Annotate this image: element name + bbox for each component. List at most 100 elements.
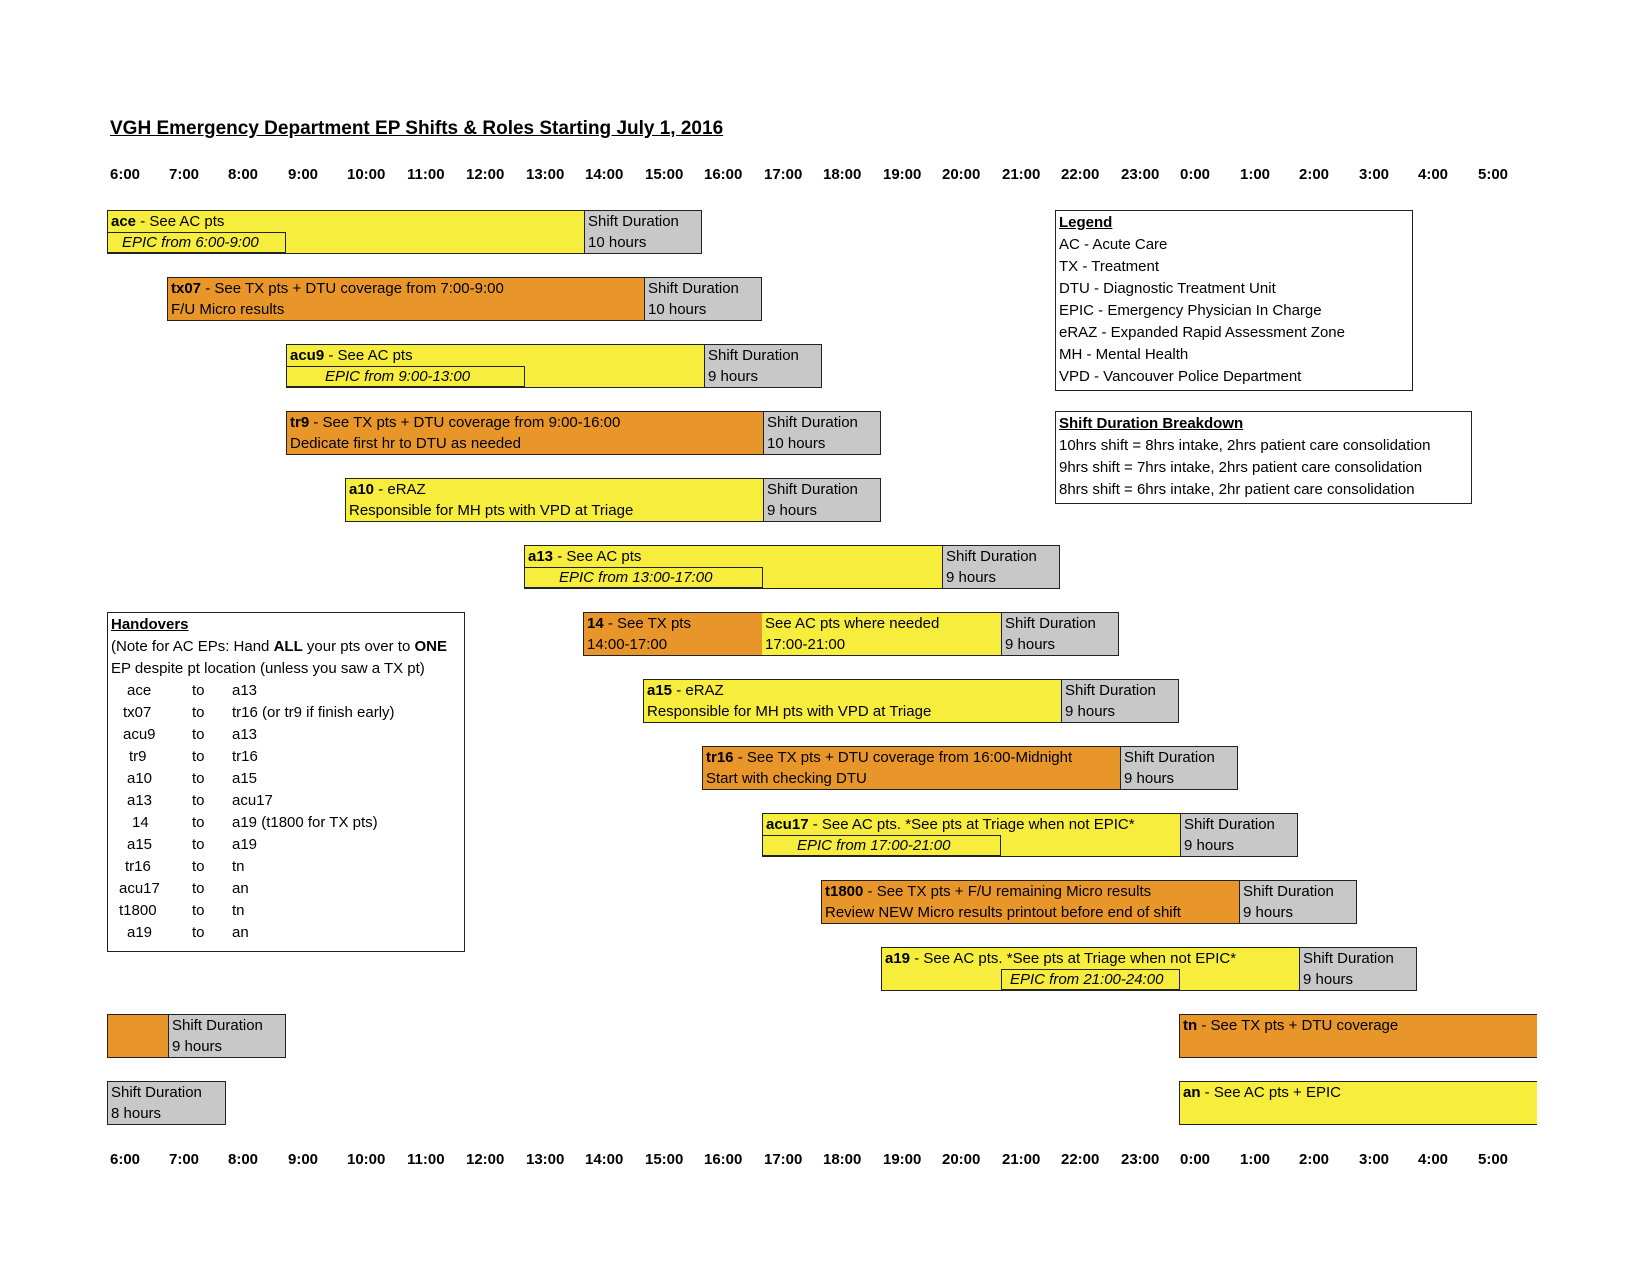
legend-item: TX - Treatment — [1059, 258, 1160, 275]
time-label: 4:00 — [1418, 1151, 1449, 1168]
time-label: 6:00 — [110, 166, 141, 183]
handover-row: acu9 to a13 — [123, 726, 258, 743]
shift-detail: 14:00-17:00 — [587, 636, 668, 653]
shift-duration-cell: Shift Duration 10 hours — [584, 211, 701, 253]
shift-duration-cell: Shift Duration 10 hours — [644, 278, 761, 320]
time-label: 17:00 — [764, 166, 803, 183]
shift-bar-tx07: tx07 - See TX pts + DTU coverage from 7:… — [167, 277, 762, 321]
duration-box-9-hours: Shift Duration 9 hours — [107, 1014, 286, 1058]
shift-title: a10 - eRAZ — [349, 481, 426, 498]
handover-row: acu17 to an — [119, 880, 249, 897]
time-label: 19:00 — [883, 1151, 922, 1168]
shift-bar-a10: a10 - eRAZ Responsible for MH pts with V… — [345, 478, 881, 522]
shift-duration-cell: Shift Duration 9 hours — [1001, 613, 1118, 655]
time-label: 2:00 — [1299, 1151, 1330, 1168]
shift-title: ace - See AC pts — [111, 213, 225, 230]
top-time-axis: 6:00 7:00 8:00 9:00 10:00 11:00 12:00 13… — [0, 166, 1650, 188]
shift-title: tr9 - See TX pts + DTU coverage from 9:0… — [290, 414, 621, 431]
handovers-note: EP despite pt location (unless you saw a… — [111, 660, 425, 677]
shift-bar-14: 14 - See TX pts 14:00-17:00 See AC pts w… — [583, 612, 1119, 656]
shift-duration-cell: Shift Duration 10 hours — [763, 412, 880, 454]
shift-bar-a19: a19 - See AC pts. *See pts at Triage whe… — [881, 947, 1417, 991]
time-label: 8:00 — [228, 1151, 259, 1168]
duration-breakdown-box: Shift Duration Breakdown 10hrs shift = 8… — [1055, 411, 1472, 504]
time-label: 12:00 — [466, 1151, 505, 1168]
epic-period: EPIC from 13:00-17:00 — [525, 567, 763, 588]
shift-detail: Responsible for MH pts with VPD at Triag… — [349, 502, 634, 519]
breakdown-heading: Shift Duration Breakdown — [1059, 415, 1244, 432]
epic-period: EPIC from 17:00-21:00 — [763, 835, 1001, 856]
shift-title: a13 - See AC pts — [528, 548, 642, 565]
time-label: 0:00 — [1180, 166, 1211, 183]
shift-bar-a13: a13 - See AC pts EPIC from 13:00-17:00 S… — [524, 545, 1060, 589]
shift-detail: Responsible for MH pts with VPD at Triag… — [647, 703, 932, 720]
handover-row: tr9 to tr16 — [129, 748, 258, 765]
time-label: 14:00 — [585, 166, 624, 183]
shift-title: 14 - See TX pts — [587, 615, 691, 632]
handover-row: t1800 to tn — [119, 902, 245, 919]
shift-bar-a15: a15 - eRAZ Responsible for MH pts with V… — [643, 679, 1179, 723]
epic-period: EPIC from 21:00-24:00 — [1001, 969, 1180, 990]
shift-bar-acu9: acu9 - See AC pts EPIC from 9:00-13:00 S… — [286, 344, 822, 388]
time-label: 0:00 — [1180, 1151, 1211, 1168]
time-label: 10:00 — [347, 1151, 386, 1168]
shift-bar-tn: tn - See TX pts + DTU coverage — [1179, 1014, 1537, 1058]
time-label: 3:00 — [1359, 1151, 1390, 1168]
shift-duration-cell: Shift Duration 9 hours — [1239, 881, 1356, 923]
time-label: 14:00 — [585, 1151, 624, 1168]
legend-item: EPIC - Emergency Physician In Charge — [1059, 302, 1322, 319]
shift-title: acu17 - See AC pts. *See pts at Triage w… — [766, 816, 1135, 833]
shift-title: acu9 - See AC pts — [290, 347, 413, 364]
time-label: 21:00 — [1002, 166, 1041, 183]
legend-item: DTU - Diagnostic Treatment Unit — [1059, 280, 1276, 297]
time-label: 23:00 — [1121, 1151, 1160, 1168]
shift-bar-acu17: acu17 - See AC pts. *See pts at Triage w… — [762, 813, 1298, 857]
time-label: 5:00 — [1478, 1151, 1509, 1168]
handover-row: a19 to an — [127, 924, 249, 941]
time-label: 22:00 — [1061, 1151, 1100, 1168]
time-label: 20:00 — [942, 1151, 981, 1168]
handover-row: a13 to acu17 — [127, 792, 273, 809]
handovers-note: (Note for AC EPs: Hand ALL your pts over… — [111, 638, 447, 655]
handovers-box: Handovers (Note for AC EPs: Hand ALL you… — [107, 612, 465, 952]
time-label: 18:00 — [823, 1151, 862, 1168]
ac-coverage-segment: See AC pts where needed 17:00-21:00 — [762, 613, 1001, 655]
shift-duration-cell: Shift Duration 9 hours — [168, 1015, 285, 1057]
shift-bar-an: an - See AC pts + EPIC — [1179, 1081, 1537, 1125]
shift-title: tr16 - See TX pts + DTU coverage from 16… — [706, 749, 1073, 766]
shift-duration-cell: Shift Duration 9 hours — [704, 345, 821, 387]
time-label: 3:00 — [1359, 166, 1390, 183]
duration-box-8-hours: Shift Duration 8 hours — [107, 1081, 226, 1125]
legend-item: MH - Mental Health — [1059, 346, 1189, 363]
handover-row: ace to a13 — [127, 682, 258, 699]
handover-row: a10 to a15 — [127, 770, 258, 787]
time-label: 9:00 — [288, 166, 319, 183]
shift-duration-cell: Shift Duration 9 hours — [942, 546, 1059, 588]
time-label: 16:00 — [704, 1151, 743, 1168]
handover-row: tx07 to tr16 (or tr9 if finish early) — [123, 704, 395, 721]
shift-title: an - See AC pts + EPIC — [1183, 1084, 1341, 1101]
shift-title: a15 - eRAZ — [647, 682, 724, 699]
shift-detail: Review NEW Micro results printout before… — [825, 904, 1181, 921]
legend-heading: Legend — [1059, 214, 1113, 231]
shift-title: tn - See TX pts + DTU coverage — [1183, 1017, 1399, 1034]
time-label: 10:00 — [347, 166, 386, 183]
shift-duration-cell: Shift Duration 9 hours — [1120, 747, 1237, 789]
time-label: 19:00 — [883, 166, 922, 183]
shift-title: tx07 - See TX pts + DTU coverage from 7:… — [171, 280, 504, 297]
shift-duration-cell: Shift Duration 9 hours — [763, 479, 880, 521]
time-label: 5:00 — [1478, 166, 1509, 183]
time-label: 21:00 — [1002, 1151, 1041, 1168]
breakdown-item: 8hrs shift = 6hrs intake, 2hr patient ca… — [1059, 481, 1415, 498]
legend-item: AC - Acute Care — [1059, 236, 1168, 253]
shift-detail: Start with checking DTU — [706, 770, 867, 787]
time-label: 12:00 — [466, 166, 505, 183]
time-label: 6:00 — [110, 1151, 141, 1168]
shift-bar-t1800: t1800 - See TX pts + F/U remaining Micro… — [821, 880, 1357, 924]
time-label: 13:00 — [526, 166, 565, 183]
handover-row: 14 to a19 (t1800 for TX pts) — [132, 814, 378, 831]
time-label: 15:00 — [645, 1151, 684, 1168]
time-label: 11:00 — [407, 166, 445, 183]
shift-bar-tr16: tr16 - See TX pts + DTU coverage from 16… — [702, 746, 1238, 790]
time-label: 13:00 — [526, 1151, 565, 1168]
